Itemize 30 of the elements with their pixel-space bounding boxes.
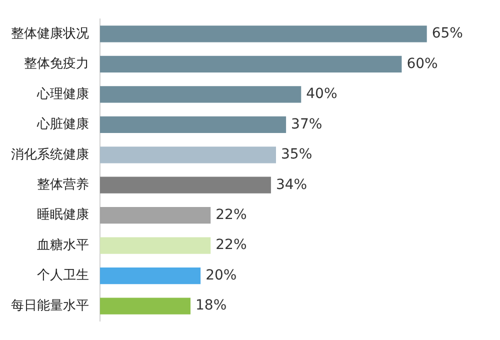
data-label: 60% — [406, 56, 438, 72]
data-label: 22% — [216, 207, 247, 223]
bar — [100, 56, 402, 72]
data-label: 65% — [432, 26, 463, 42]
y-tick-label: 整体营养 — [37, 176, 89, 192]
data-label: 20% — [206, 267, 237, 284]
data-label: 18% — [196, 298, 227, 314]
y-tick-label: 整体健康状况 — [11, 26, 89, 42]
bar — [100, 298, 191, 314]
data-label: 40% — [306, 86, 338, 102]
y-tick-label: 心脏健康 — [36, 116, 89, 132]
bar — [100, 146, 276, 164]
data-label: 22% — [216, 237, 247, 254]
data-label: 34% — [276, 176, 308, 193]
bar — [100, 176, 271, 194]
y-tick-label: 消化系统健康 — [11, 147, 89, 162]
bar — [100, 26, 427, 42]
bar — [100, 86, 302, 103]
bar — [100, 237, 211, 254]
y-tick-label: 整体免疫力 — [24, 56, 89, 72]
y-tick-label: 睡眠健康 — [37, 208, 89, 223]
bar — [100, 116, 286, 133]
bar — [100, 268, 201, 284]
y-tick-label: 每日能量水平 — [11, 298, 89, 314]
y-tick-label: 个人卫生 — [37, 268, 89, 284]
y-tick-label: 心理健康 — [36, 86, 89, 102]
data-label: 37% — [291, 116, 322, 132]
data-label: 35% — [281, 146, 312, 163]
bar — [100, 207, 211, 224]
y-tick-label: 血糖水平 — [37, 238, 89, 253]
